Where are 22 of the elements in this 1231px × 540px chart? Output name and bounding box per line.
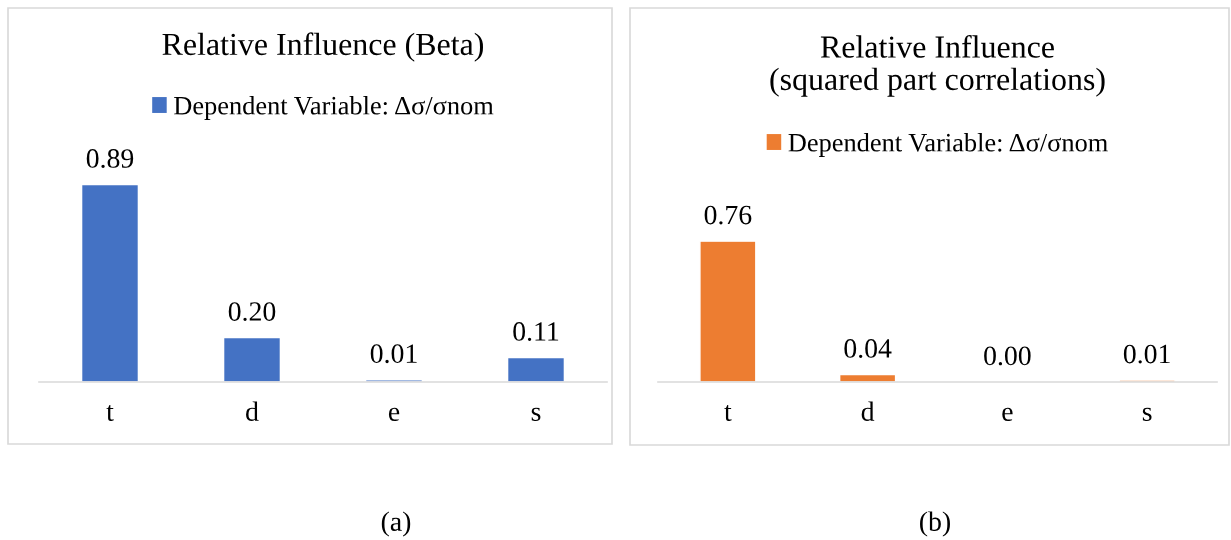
data-label: 0.01 — [370, 344, 417, 364]
data-label: 0.11 — [513, 322, 559, 341]
x-tick-label: t — [106, 405, 114, 421]
data-label: 0.76 — [704, 205, 752, 225]
x-tick-label: e — [388, 407, 400, 421]
chart-title: Relative Influence (Beta) — [162, 32, 484, 62]
chart-title: Relative Influence (squared part correlations) — [770, 35, 1105, 97]
x-tick-label: d — [246, 401, 259, 421]
text: (b) — [920, 511, 950, 537]
x-tick-label: s — [531, 407, 541, 421]
legend-label: Dependent Variable: Δσ/σnom — [788, 133, 1108, 157]
data-label: 0.00 — [984, 346, 1031, 366]
data-label: 0.89 — [86, 149, 134, 168]
data-label: 0.04 — [844, 339, 892, 358]
x-tick-label: t — [724, 405, 732, 421]
text: (a) — [381, 511, 411, 537]
data-label: 0.01 — [1123, 344, 1170, 364]
x-tick-label: d — [861, 401, 875, 421]
legend-label: Dependent Variable: Δσ/σnom — [174, 96, 494, 120]
x-tick-label: s — [1142, 407, 1152, 421]
data-label: 0.20 — [228, 302, 276, 322]
x-tick-label: e — [1002, 407, 1013, 421]
